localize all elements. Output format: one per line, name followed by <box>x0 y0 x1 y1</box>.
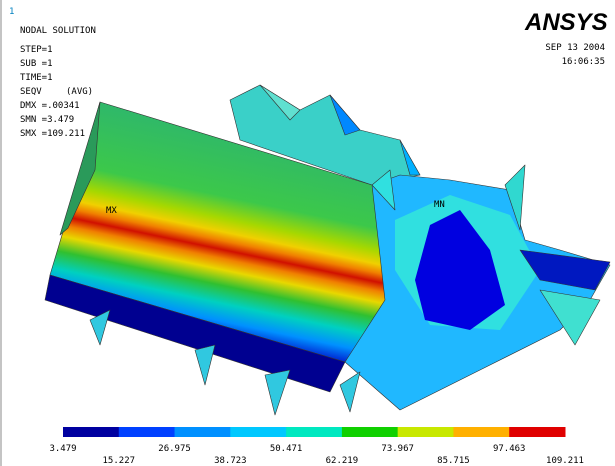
legend-swatch <box>63 427 119 437</box>
stat-line: SMN =3.479 <box>20 115 74 125</box>
legend-label: 62.219 <box>326 456 359 466</box>
ansys-plot: MX MN 1 NODAL SOLUTION STEP=1 SUB =1 TIM… <box>0 0 615 466</box>
legend-swatch <box>286 427 342 437</box>
result-name: SEQV <box>20 87 42 97</box>
legend-label: 85.715 <box>437 456 470 466</box>
stat-line: DMX =.00341 <box>20 101 80 111</box>
logo: ANSYS <box>524 9 608 36</box>
time: 16:06:35 <box>562 57 605 67</box>
legend-swatch <box>509 427 565 437</box>
legend-swatch <box>342 427 398 437</box>
legend-label: 109.211 <box>546 456 584 466</box>
legend-label: 73.967 <box>381 444 414 454</box>
info-line: STEP=1 <box>20 45 53 55</box>
legend-label: 97.463 <box>493 444 526 454</box>
title: NODAL SOLUTION <box>20 26 96 36</box>
legend-swatch <box>175 427 231 437</box>
legend-label: 38.723 <box>214 456 247 466</box>
info-line: SUB =1 <box>20 59 53 69</box>
legend-swatch <box>453 427 509 437</box>
legend-label: 50.471 <box>270 444 303 454</box>
min-marker: MN <box>434 200 445 210</box>
stat-line: SMX =109.211 <box>20 129 85 139</box>
window-number: 1 <box>9 7 14 17</box>
max-marker: MX <box>106 206 117 216</box>
legend-swatch <box>230 427 286 437</box>
legend-label: 26.975 <box>158 444 191 454</box>
legend-swatch <box>119 427 175 437</box>
legend-label: 3.479 <box>49 444 76 454</box>
legend-label: 15.227 <box>103 456 136 466</box>
info-line: TIME=1 <box>20 73 53 83</box>
avg: (AVG) <box>66 87 93 97</box>
date: SEP 13 2004 <box>545 43 605 53</box>
legend-swatch <box>398 427 454 437</box>
